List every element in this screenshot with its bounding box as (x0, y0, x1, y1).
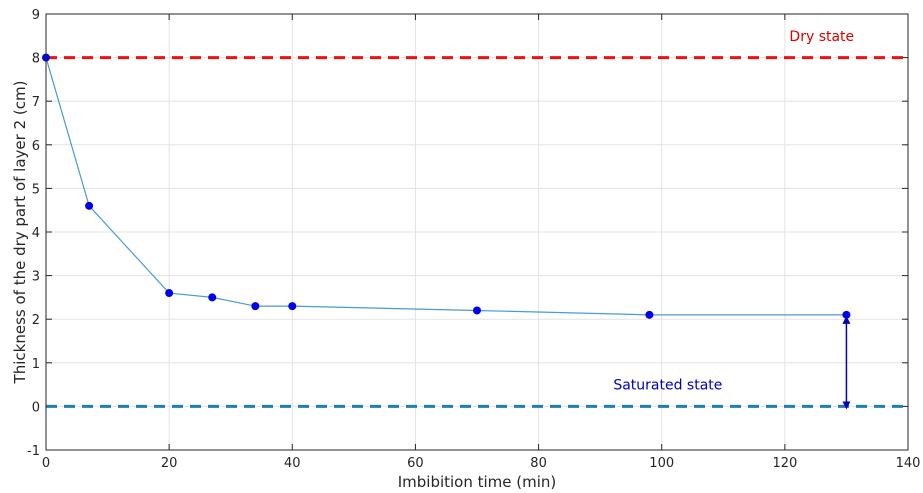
y-tick-label: -1 (27, 444, 40, 459)
annotations: Dry state Saturated state (613, 29, 854, 410)
x-tick-label: 20 (161, 456, 178, 471)
x-tick-label: 80 (530, 456, 547, 471)
reference-line-label: Saturated state (613, 378, 722, 394)
data-point (645, 310, 654, 319)
y-tick-label: 3 (32, 270, 40, 285)
data-point (473, 306, 481, 315)
y-axis-label: Thickness of the dry part of layer 2 (cm… (11, 81, 29, 385)
data-point (842, 310, 851, 319)
data-point (208, 293, 217, 302)
y-tick-label: 5 (32, 182, 40, 197)
x-tick-labels: 0 20 40 60 80 100 120 140 (42, 456, 921, 471)
x-tick-label: 40 (284, 456, 301, 471)
x-tick-label: 0 (42, 456, 50, 471)
y-tick-label: 0 (32, 400, 40, 415)
y-tick-label: 7 (32, 95, 40, 110)
y-tick-label: 2 (32, 313, 40, 328)
y-tick-label: 8 (32, 52, 40, 67)
reference-line-label: Dry state (789, 29, 854, 45)
y-tick-label: 4 (32, 226, 40, 241)
x-tick-label: 60 (407, 456, 424, 471)
plot-frame (45, 13, 909, 451)
x-axis-label: Imbibition time (min) (398, 473, 557, 491)
data-point (85, 201, 94, 210)
y-tick-labels: -1 0 1 2 3 4 5 6 7 8 9 (27, 8, 40, 459)
data-point (165, 289, 174, 298)
data-point (288, 302, 297, 311)
x-tick-label: 140 (896, 456, 921, 471)
y-tick-label: 9 (32, 8, 40, 23)
x-tick-label: 120 (772, 456, 797, 471)
data-point (251, 302, 260, 311)
y-tick-label: 6 (32, 139, 40, 154)
y-tick-label: 1 (32, 357, 40, 372)
x-tick-label: 100 (649, 456, 674, 471)
